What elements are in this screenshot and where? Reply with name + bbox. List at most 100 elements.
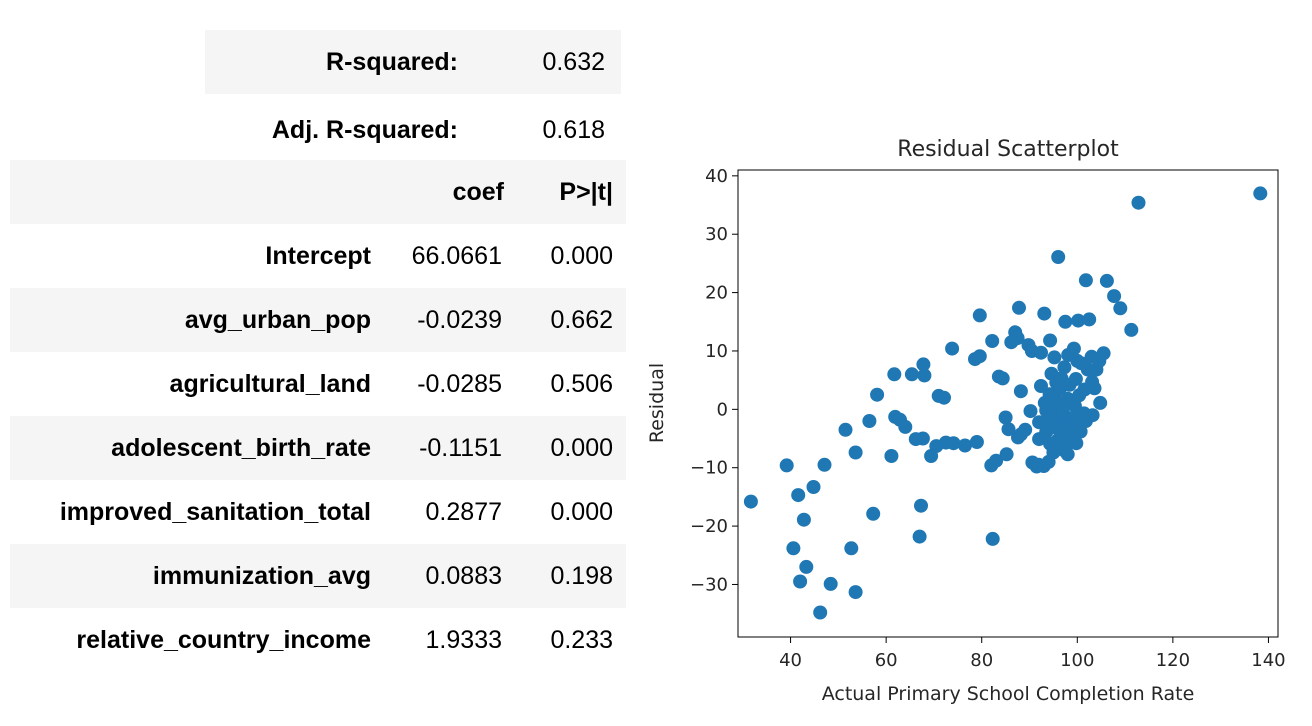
y-axis-label: Residual xyxy=(646,363,668,443)
fit-stat-label: Adj. R-squared: xyxy=(271,116,458,144)
x-tick-label: 140 xyxy=(1251,650,1285,671)
x-tick-label: 40 xyxy=(779,650,802,671)
y-tick-label: −10 xyxy=(690,458,728,479)
scatter-point xyxy=(972,349,987,364)
p-value: 0.000 xyxy=(550,434,613,462)
y-tick-label: 20 xyxy=(705,283,728,304)
scatter-point xyxy=(887,367,902,382)
scatter-point xyxy=(884,449,899,463)
scatter-point xyxy=(972,308,987,323)
x-axis-label: Actual Primary School Completion Rate xyxy=(822,683,1195,705)
y-tick-label: 0 xyxy=(717,399,728,420)
scatter-point xyxy=(870,387,885,402)
x-tick-label: 60 xyxy=(875,650,898,671)
scatter-point xyxy=(791,488,806,503)
scatter-point xyxy=(1018,422,1033,437)
scatter-point xyxy=(817,457,832,472)
scatter-point xyxy=(1124,322,1139,337)
p-value: 0.233 xyxy=(550,626,613,654)
scatter-point xyxy=(1069,436,1084,451)
scatter-point xyxy=(1066,341,1081,356)
scatter-point xyxy=(985,334,1000,348)
scatter-point xyxy=(1012,300,1026,315)
fit-stat-row-r-squared: R-squared: 0.632 xyxy=(205,30,621,94)
scatter-point xyxy=(1107,289,1122,304)
scatter-point xyxy=(937,390,951,405)
scatter-point xyxy=(866,506,881,521)
scatter-point xyxy=(904,367,919,382)
coef-value: 0.0883 xyxy=(425,562,502,590)
coef-row-label: avg_urban_pop xyxy=(184,306,371,334)
y-tick-label: 40 xyxy=(705,166,728,187)
scatter-point xyxy=(999,447,1014,462)
coef-table: coef P>|t| Intercept 66.0661 0.000 avg_u… xyxy=(0,0,640,726)
scatter-point xyxy=(844,541,859,556)
x-tick-label: 100 xyxy=(1060,650,1094,671)
scatter-point xyxy=(1013,384,1028,399)
scatter-point xyxy=(898,419,913,434)
coef-value: -0.1151 xyxy=(419,434,502,462)
scatter-point xyxy=(823,576,838,591)
scatter-point xyxy=(1037,306,1052,321)
scatter-point xyxy=(1010,331,1025,346)
scatter-point xyxy=(946,436,961,451)
scatter-point xyxy=(917,368,932,383)
p-value: 0.000 xyxy=(550,498,613,526)
scatter-point xyxy=(1068,372,1083,386)
scatter-point xyxy=(848,445,863,460)
scatter-point xyxy=(912,529,927,544)
scatter-point xyxy=(743,494,758,509)
coef-value: -0.0285 xyxy=(417,370,502,398)
scatter-point xyxy=(995,371,1010,386)
scatter-point xyxy=(1071,313,1086,328)
coef-table-header: coef P>|t| xyxy=(10,160,626,224)
scatter-point xyxy=(916,357,931,372)
scatter-point xyxy=(1060,447,1075,462)
coef-value: 0.2877 xyxy=(425,498,502,526)
p-value: 0.198 xyxy=(550,562,613,590)
scatter-point xyxy=(1087,381,1102,396)
fit-stat-value: 0.632 xyxy=(542,48,605,76)
coef-row-label: agricultural_land xyxy=(169,370,371,398)
coef-row-immunization-avg: immunization_avg 0.0883 0.198 xyxy=(10,544,626,608)
x-axis: 40 60 80 100 120 140 xyxy=(779,637,1286,671)
p-value: 0.662 xyxy=(550,306,613,334)
p-value-column-header: P>|t| xyxy=(559,178,613,206)
scatter-point xyxy=(1078,273,1093,288)
y-tick-label: −20 xyxy=(690,516,728,537)
scatter-point xyxy=(998,410,1013,425)
coef-row-label: adolescent_birth_rate xyxy=(111,434,371,462)
scatter-point xyxy=(1073,424,1088,439)
scatter-point xyxy=(796,512,811,527)
scatter-point xyxy=(862,414,877,428)
scatter-point xyxy=(799,559,814,574)
scatter-point xyxy=(1131,195,1146,210)
scatter-point xyxy=(1051,250,1066,264)
p-value: 0.000 xyxy=(550,242,613,270)
coef-value: 66.0661 xyxy=(411,242,502,270)
coef-row-adolescent-birth-rate: adolescent_birth_rate -0.1151 0.000 xyxy=(10,416,626,480)
scatter-point xyxy=(1253,186,1268,201)
fit-stat-value: 0.618 xyxy=(542,116,605,144)
y-tick-label: 10 xyxy=(705,341,728,362)
coef-row-label: relative_country_income xyxy=(76,626,371,654)
coef-row-label: immunization_avg xyxy=(152,562,371,590)
coef-row-relative-country-income: relative_country_income 1.9333 0.233 xyxy=(10,608,626,672)
fit-stat-label: R-squared: xyxy=(326,48,458,76)
scatter-point xyxy=(806,480,821,494)
scatter-point xyxy=(1085,408,1100,423)
scatter-point xyxy=(945,341,960,356)
scatter-point xyxy=(1099,273,1114,288)
scatter-points xyxy=(743,186,1268,620)
scatter-point xyxy=(1047,350,1062,365)
coef-row-label: improved_sanitation_total xyxy=(59,498,371,526)
scatter-point xyxy=(958,438,972,453)
scatter-point xyxy=(838,422,853,437)
coef-row-avg-urban-pop: avg_urban_pop -0.0239 0.662 xyxy=(10,288,626,352)
coef-value: -0.0239 xyxy=(417,306,502,334)
x-tick-label: 120 xyxy=(1156,650,1190,671)
scatter-point xyxy=(985,531,1000,546)
plot-frame xyxy=(737,169,1279,638)
fit-stats-table: R-squared: 0.632 Adj. R-squared: 0.618 xyxy=(0,0,640,160)
scatter-point xyxy=(779,458,794,473)
